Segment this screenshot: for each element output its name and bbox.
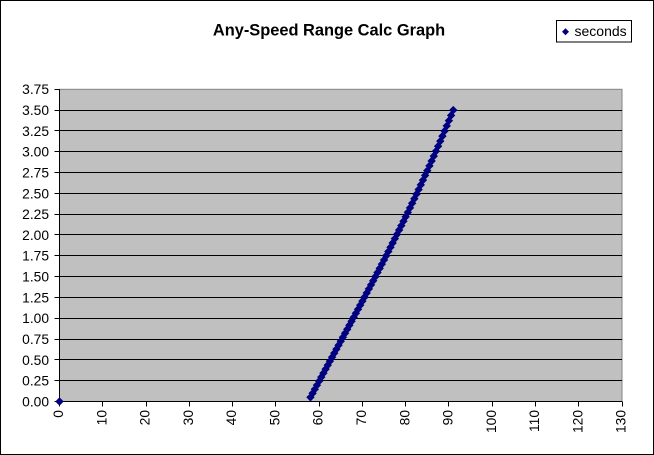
svg-text:10: 10	[94, 410, 109, 426]
svg-text:120: 120	[570, 410, 585, 433]
svg-text:90: 90	[441, 410, 456, 426]
svg-text:2.25: 2.25	[22, 207, 49, 222]
svg-text:70: 70	[354, 410, 369, 426]
svg-text:0.00: 0.00	[22, 394, 49, 409]
svg-text:2.50: 2.50	[22, 186, 49, 201]
svg-text:seconds: seconds	[575, 23, 627, 39]
svg-text:3.50: 3.50	[22, 103, 49, 118]
svg-text:40: 40	[224, 410, 239, 426]
svg-text:110: 110	[527, 410, 542, 432]
svg-text:0.50: 0.50	[22, 353, 49, 368]
svg-text:80: 80	[397, 410, 412, 426]
svg-text:Any-Speed Range Calc Graph: Any-Speed Range Calc Graph	[213, 22, 445, 40]
svg-text:3.00: 3.00	[22, 145, 49, 160]
svg-text:1.25: 1.25	[22, 290, 49, 305]
svg-text:1.75: 1.75	[22, 249, 49, 264]
svg-text:20: 20	[138, 410, 153, 426]
svg-text:0.25: 0.25	[22, 374, 49, 389]
svg-text:130: 130	[614, 410, 629, 433]
svg-text:0.75: 0.75	[22, 332, 49, 347]
svg-text:3.75: 3.75	[22, 82, 49, 97]
svg-text:60: 60	[311, 410, 326, 426]
svg-text:100: 100	[484, 410, 499, 433]
svg-text:1.50: 1.50	[22, 270, 49, 285]
svg-text:1.00: 1.00	[22, 311, 49, 326]
svg-text:2.00: 2.00	[22, 228, 49, 243]
svg-text:3.25: 3.25	[22, 124, 49, 139]
svg-text:2.75: 2.75	[22, 165, 49, 180]
svg-text:50: 50	[267, 410, 282, 426]
svg-text:0: 0	[51, 410, 66, 418]
svg-text:30: 30	[181, 410, 196, 426]
